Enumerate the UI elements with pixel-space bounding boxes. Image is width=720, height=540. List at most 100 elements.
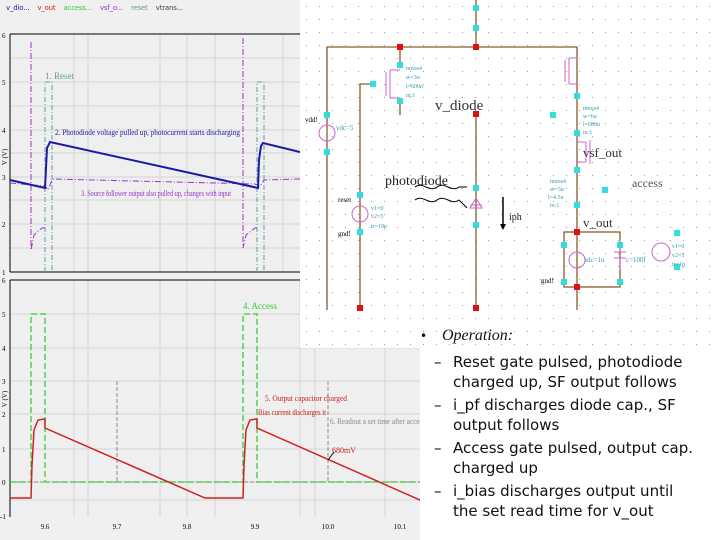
legend-reset[interactable]: reset [130,4,148,12]
net-nodes [397,44,580,290]
label-idc: idc=1u [585,256,605,264]
annotation-bias: Bias current discharges it [258,407,326,417]
svg-text:v2=5: v2=5 [371,214,383,220]
access-waveform [10,313,440,483]
svg-text:2: 2 [2,411,6,419]
svg-text:1: 1 [2,446,6,454]
bullet-item: – i_bias discharges output until the set r… [434,482,674,520]
annotation-680mv: 680mV [332,446,356,455]
light-wave-icon [414,197,468,209]
top-y-axis-label: V (V) [1,148,9,165]
svg-text:w=3u: w=3u [406,75,420,81]
svg-text:w=3u: w=3u [550,187,564,193]
bullet-item: – i_pf discharges diode cap., SF output fo… [434,396,676,434]
svg-text:4: 4 [2,127,6,135]
svg-text:9.6: 9.6 [41,523,50,531]
top-y-ticks: 6 5 4 3 2 1 [2,32,6,277]
m2-params: nmos4 w=3u l=4.5u m:1 [548,179,566,209]
svg-text:-1: -1 [0,513,6,521]
svg-text:10.0: 10.0 [322,523,335,531]
svg-text:9.9: 9.9 [251,523,260,531]
pins [324,5,680,311]
annotation-access: 4. Access [243,301,277,311]
bullet-icon: • [420,329,428,343]
svg-text:w=6u: w=6u [583,114,597,120]
v-reset-params: v1=0 v2=5 tr=10p [371,206,387,230]
top-waveform-plot: v_dio... v_out access... vsf_o... reset … [0,0,300,280]
svg-text:1: 1 [2,269,6,277]
svg-text:3: 3 [2,174,6,182]
annotation-reset: 1. Reset [45,71,74,81]
bottom-y-ticks: 6 5 4 3 2 1 0 -1 [0,277,6,521]
capacitor-icon [614,240,626,270]
annotation-photodiode: 2. Photodiode voltage pulled up, photocu… [55,127,241,137]
photodiode-icon [469,197,483,209]
label-cap: c=100f [626,256,647,264]
legend-v-out[interactable]: v_out [37,4,56,12]
svg-text:m:1: m:1 [583,130,592,136]
label-v-diode: v_diode [435,98,484,114]
svg-text:l=600n: l=600n [406,84,423,90]
svg-text:m:1: m:1 [550,203,559,209]
readout-markers [10,381,440,483]
plot-legend: v_dio... v_out access... vsf_o... reset … [6,4,189,12]
reset-source-icon [351,205,369,223]
svg-text:v1=0: v1=0 [672,244,684,250]
svg-text:9.8: 9.8 [183,523,192,531]
label-access: access [632,176,663,190]
svg-text:m:1: m:1 [406,93,415,99]
bottom-y-axis-label: V (V) [1,390,9,407]
label-vdc: vdc=5 [336,124,354,132]
schematic-canvas: v_diode photodiode vsf_out access v_out … [300,0,720,348]
label-photodiode: photodiode [385,174,448,189]
arrow-head-icon [500,224,506,230]
bullet-item: – Access gate pulsed, output cap. charged … [434,439,693,477]
legend-vsf-out[interactable]: vsf_o... [99,4,123,12]
legend-vtrans[interactable]: vtrans... [155,4,183,12]
transistors [318,57,626,270]
svg-text:0: 0 [2,479,6,487]
m1-params: nmos4 w=6u l=600n m:1 [583,106,600,136]
svg-text:v1=0: v1=0 [371,206,383,212]
svg-text:tr=10p: tr=10p [371,224,387,230]
current-source-icon [568,251,586,269]
svg-text:nmos4: nmos4 [406,66,422,72]
label-vdd: vdd! [305,116,318,124]
pixel-schematic: v_diode photodiode vsf_out access v_out … [300,0,720,348]
svg-text:4: 4 [2,345,6,353]
v-diode-waveform [9,140,300,190]
label-gnd: gnd! [338,230,351,238]
label-gnd-2: gnd! [541,277,554,285]
bullet-item: – Reset gate pulsed, photodiode charged up… [434,353,683,391]
svg-text:6: 6 [2,32,6,40]
svg-text:nmos4: nmos4 [583,106,599,112]
svg-text:2: 2 [2,221,6,229]
legend-access[interactable]: access... [63,4,92,12]
v-access-params: v1=0 v2=5 tr=1p [672,244,685,268]
annotation-readout: 6. Readout a set time after access [330,416,425,426]
label-iph: iph [509,212,522,223]
svg-text:5: 5 [2,311,6,319]
light-wave-icon [414,184,467,190]
bottom-x-ticks: 9.6 9.7 9.8 9.9 10.0 10.1 [41,523,407,531]
svg-text:5: 5 [2,79,6,87]
svg-text:tr=1p: tr=1p [672,262,685,268]
access-source-icon [651,242,671,262]
label-vsf-out: vsf_out [583,145,622,160]
v-out-waveform [10,418,440,504]
annotation-source-follower: 3. Source follower output also pulled up… [81,188,231,198]
svg-text:v2=5: v2=5 [672,253,684,259]
label-v-out: v_out [583,215,613,230]
top-plot-canvas: 1. Reset 2. Photodiode voltage pulled up… [1,32,300,277]
svg-text:3: 3 [2,378,6,386]
legend-v-diode[interactable]: v_dio... [6,4,30,12]
label-reset-pin: reset [338,196,351,204]
vdd-source-icon [318,124,336,142]
svg-text:l=600n: l=600n [583,122,600,128]
svg-text:10.1: 10.1 [394,523,407,531]
svg-text:6: 6 [2,277,6,285]
annotation-output-cap: 5. Output capacitor charged [265,393,348,403]
m0-params: nmos4 w=3u l=600n m:1 [406,66,423,99]
operation-heading: Operation: [442,327,514,344]
svg-text:9.7: 9.7 [113,523,122,531]
